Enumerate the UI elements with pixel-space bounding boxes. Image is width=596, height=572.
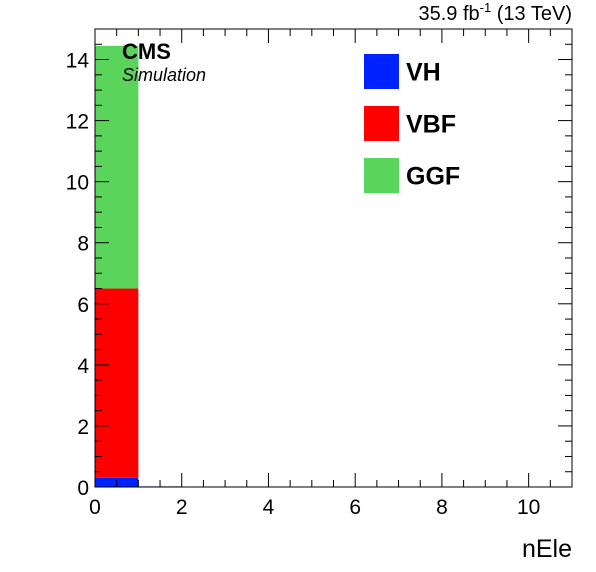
luminosity-label: 35.9 fb-1 (13 TeV) [418, 0, 572, 25]
y-tick-label: 4 [77, 355, 89, 378]
labels-layer: 0 2 4 6 8 10 0 2 4 6 8 10 12 14 [66, 50, 541, 519]
legend: VH VBF GGF [364, 54, 460, 193]
x-tick-label: 0 [89, 496, 101, 519]
y-tick-label: 0 [77, 477, 89, 500]
legend-swatch-ggf [364, 158, 399, 193]
x-tick-label: 10 [517, 496, 540, 519]
simulation-label: Simulation [122, 65, 206, 85]
plot-frame [94, 28, 573, 488]
y-tick-label: 12 [66, 111, 89, 134]
legend-label-vbf: VBF [406, 111, 456, 139]
legend-swatch-vh [364, 54, 399, 89]
y-tick-label: 6 [77, 294, 89, 317]
legend-label-ggf: GGF [406, 163, 460, 191]
x-tick-label: 4 [263, 496, 275, 519]
bar-vbf-bin-0 [95, 288, 139, 478]
lumi-exponent: -1 [480, 0, 492, 15]
x-tick-label: 6 [349, 496, 361, 519]
ticks-layer [94, 28, 573, 488]
y-tick-label: 8 [77, 233, 89, 256]
x-tick-label: 2 [176, 496, 188, 519]
energy-label: (13 TeV) [491, 3, 572, 25]
y-tick-label: 2 [77, 416, 89, 439]
cms-label: CMS [122, 39, 171, 64]
y-tick-label: 14 [66, 50, 90, 73]
legend-swatch-vbf [364, 106, 399, 141]
y-tick-label: 10 [66, 172, 89, 195]
x-axis-title: nEle [522, 535, 572, 563]
bars-layer [95, 45, 182, 488]
lumi-value: 35.9 fb [418, 3, 479, 25]
bar-ggf-bin-0 [95, 45, 139, 289]
legend-label-vh: VH [406, 59, 441, 87]
x-tick-label: 8 [436, 496, 448, 519]
